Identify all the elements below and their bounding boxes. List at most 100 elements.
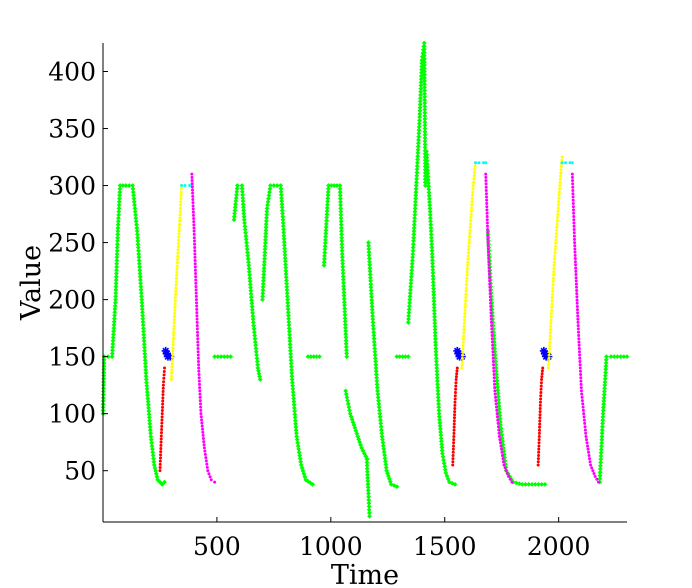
data-point bbox=[291, 402, 297, 408]
data-point bbox=[422, 75, 427, 81]
data-point bbox=[380, 440, 386, 446]
data-point bbox=[311, 354, 317, 360]
data-point bbox=[462, 321, 466, 325]
data-point bbox=[487, 260, 491, 264]
data-point bbox=[412, 215, 418, 221]
data-point bbox=[192, 226, 196, 230]
data-point bbox=[374, 381, 380, 387]
data-point bbox=[413, 183, 419, 188]
data-point bbox=[341, 299, 347, 305]
data-point bbox=[431, 301, 437, 307]
data-point bbox=[367, 265, 373, 271]
data-point bbox=[497, 428, 501, 432]
data-point bbox=[370, 320, 376, 325]
data-point bbox=[169, 377, 173, 381]
data-point bbox=[191, 213, 195, 217]
data-point bbox=[550, 299, 554, 303]
data-point bbox=[149, 443, 155, 449]
data-point bbox=[484, 175, 488, 179]
data-point bbox=[557, 196, 561, 200]
data-point bbox=[149, 446, 155, 452]
data-point bbox=[172, 315, 176, 319]
data-point bbox=[290, 386, 296, 392]
data-point bbox=[577, 350, 581, 354]
data-point bbox=[285, 306, 291, 312]
data-point bbox=[397, 354, 403, 360]
data-point bbox=[199, 412, 203, 416]
data-point bbox=[241, 204, 246, 210]
data-point bbox=[199, 415, 203, 419]
data-point bbox=[200, 421, 204, 425]
data-point bbox=[251, 329, 257, 335]
data-point bbox=[455, 372, 459, 376]
data-point bbox=[430, 276, 436, 282]
series-blue bbox=[161, 346, 553, 361]
data-point bbox=[598, 450, 604, 456]
data-point bbox=[411, 238, 416, 244]
data-point bbox=[537, 444, 541, 448]
data-point bbox=[485, 224, 489, 228]
data-point bbox=[394, 484, 400, 490]
data-point bbox=[433, 352, 439, 358]
data-point bbox=[101, 385, 106, 391]
data-point bbox=[284, 281, 290, 287]
data-point bbox=[422, 100, 428, 106]
data-point bbox=[575, 304, 579, 308]
data-point bbox=[410, 251, 416, 257]
data-point bbox=[191, 204, 195, 208]
data-point bbox=[371, 326, 376, 332]
data-point bbox=[575, 298, 579, 302]
data-point bbox=[347, 407, 352, 413]
data-point bbox=[110, 338, 116, 344]
data-point bbox=[583, 421, 587, 425]
data-point bbox=[278, 183, 284, 188]
data-point bbox=[132, 209, 138, 215]
data-point bbox=[549, 324, 553, 328]
data-point bbox=[496, 425, 500, 429]
data-point bbox=[170, 374, 174, 378]
data-point bbox=[415, 147, 421, 153]
data-point bbox=[160, 405, 164, 409]
data-point bbox=[338, 215, 344, 221]
data-point bbox=[467, 241, 471, 245]
data-point bbox=[553, 257, 557, 261]
data-point bbox=[194, 278, 198, 282]
data-point bbox=[453, 346, 462, 355]
data-point bbox=[462, 318, 466, 322]
data-point bbox=[378, 421, 384, 426]
data-point bbox=[248, 294, 254, 300]
data-point bbox=[580, 395, 584, 399]
data-point bbox=[196, 343, 200, 347]
data-point bbox=[218, 354, 224, 360]
data-point bbox=[110, 335, 116, 341]
data-point bbox=[436, 404, 442, 410]
data-point bbox=[345, 398, 350, 404]
data-point bbox=[574, 276, 578, 280]
data-point bbox=[340, 277, 346, 283]
data-point bbox=[466, 257, 470, 261]
data-point bbox=[135, 235, 141, 241]
data-point bbox=[454, 384, 458, 388]
data-point bbox=[344, 347, 349, 353]
data-point bbox=[601, 395, 607, 401]
data-point bbox=[241, 214, 247, 220]
data-point bbox=[582, 418, 586, 422]
data-point bbox=[232, 208, 238, 213]
data-point bbox=[200, 418, 204, 422]
data-point bbox=[382, 455, 388, 461]
data-point bbox=[160, 424, 164, 428]
data-point bbox=[408, 274, 414, 280]
data-point bbox=[428, 232, 434, 237]
data-point bbox=[408, 284, 414, 289]
data-point bbox=[161, 393, 165, 397]
data-point bbox=[341, 286, 347, 292]
data-point bbox=[409, 261, 415, 267]
data-point bbox=[194, 275, 198, 279]
data-point bbox=[133, 212, 138, 218]
data-point bbox=[173, 305, 177, 309]
data-point bbox=[179, 190, 183, 194]
data-point bbox=[493, 368, 499, 374]
data-point bbox=[486, 228, 490, 232]
data-point bbox=[422, 113, 428, 119]
data-point bbox=[537, 441, 541, 445]
